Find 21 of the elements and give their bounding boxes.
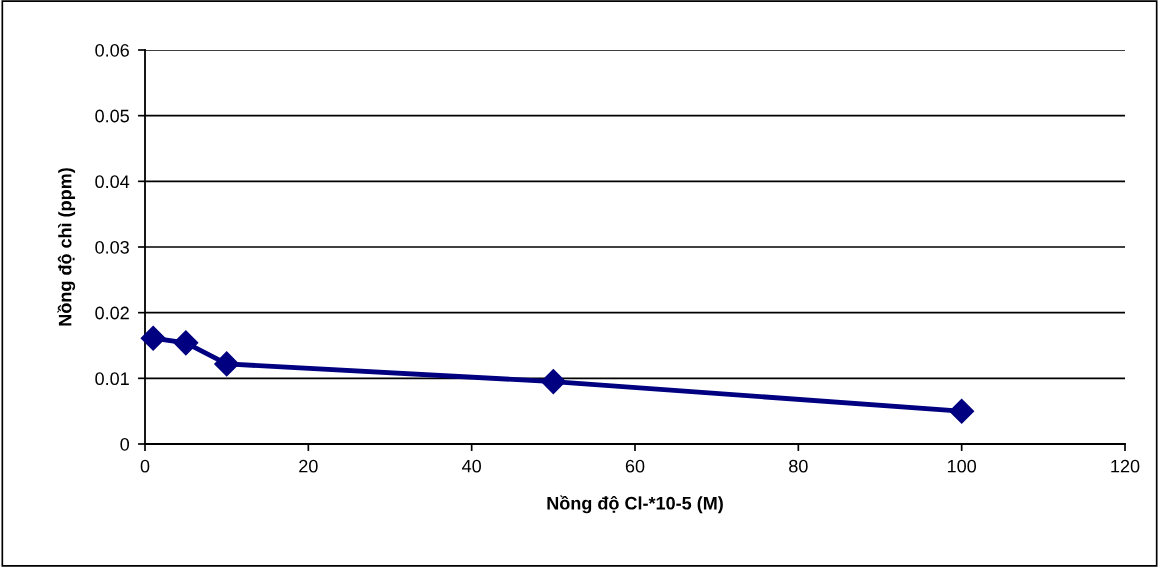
point: [540, 369, 566, 395]
point: [173, 330, 199, 356]
y-axis-title: Nồng độ chì (ppm): [57, 168, 76, 326]
x-tick-label: 60: [625, 459, 645, 473]
x-tick-label: 80: [789, 459, 808, 473]
y-tick-label: 0.02: [95, 306, 129, 320]
y-tick-label: 0.03: [95, 240, 129, 254]
x-tick-label: 20: [299, 459, 318, 473]
x-axis-title: Nồng độ Cl-*10-5 (M): [547, 495, 723, 514]
x-tick-label: 0: [140, 459, 150, 473]
point: [214, 351, 240, 377]
x-tick-label: 120: [1111, 459, 1140, 473]
x-tick-label: 40: [462, 459, 481, 473]
y-tick-label: 0.04: [95, 175, 130, 189]
x-tick-label: 100: [947, 459, 977, 473]
point: [949, 398, 975, 424]
y-tick-label: 0.01: [95, 372, 129, 386]
y-tick-label: 0.06: [95, 43, 129, 57]
y-tick-label: 0.05: [95, 109, 129, 123]
point: [140, 325, 166, 351]
y-tick-label: 0: [120, 437, 130, 451]
